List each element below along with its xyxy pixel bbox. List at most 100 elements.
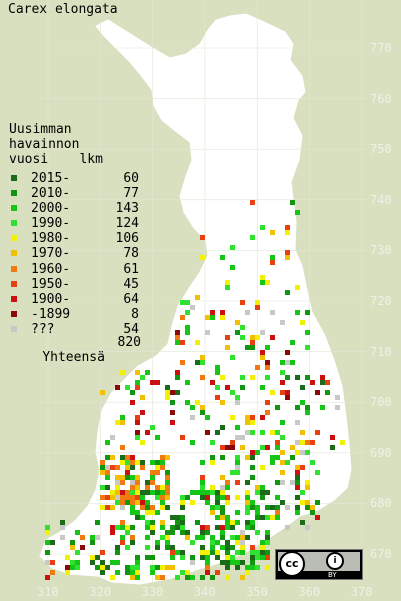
observation-square xyxy=(225,335,230,340)
observation-square xyxy=(220,530,225,535)
observation-square xyxy=(230,535,235,540)
observation-square xyxy=(165,545,170,550)
observation-square xyxy=(80,535,85,540)
observation-square xyxy=(200,410,205,415)
observation-square xyxy=(305,480,310,485)
observation-square xyxy=(135,560,140,565)
observation-square xyxy=(295,505,300,510)
observation-square xyxy=(220,495,225,500)
observation-square xyxy=(145,535,150,540)
observation-square xyxy=(330,435,335,440)
observation-square xyxy=(240,540,245,545)
observation-square xyxy=(240,300,245,305)
observation-square xyxy=(110,560,115,565)
observation-square xyxy=(200,530,205,535)
observation-square xyxy=(150,520,155,525)
observation-square xyxy=(205,490,210,495)
observation-square xyxy=(240,530,245,535)
observation-square xyxy=(300,465,305,470)
observation-square xyxy=(135,475,140,480)
cc-by-license-badge[interactable]: cc i BY xyxy=(275,549,363,580)
observation-square xyxy=(310,440,315,445)
observation-square xyxy=(175,515,180,520)
observation-square xyxy=(300,440,305,445)
observation-square xyxy=(150,475,155,480)
observation-square xyxy=(155,510,160,515)
observation-square xyxy=(210,510,215,515)
observation-square xyxy=(95,555,100,560)
observation-square xyxy=(190,440,195,445)
observation-square xyxy=(225,480,230,485)
observation-square xyxy=(220,545,225,550)
observation-square xyxy=(205,415,210,420)
observation-square xyxy=(170,530,175,535)
observation-square xyxy=(125,570,130,575)
legend-swatch xyxy=(11,175,17,181)
observation-square xyxy=(255,485,260,490)
observation-square xyxy=(180,500,185,505)
observation-square xyxy=(215,430,220,435)
observation-square xyxy=(155,565,160,570)
observation-square xyxy=(215,515,220,520)
observation-square xyxy=(195,520,200,525)
observation-square xyxy=(125,465,130,470)
observation-square xyxy=(130,500,135,505)
observation-square xyxy=(275,505,280,510)
observation-square xyxy=(125,455,130,460)
observation-square xyxy=(250,340,255,345)
observation-square xyxy=(280,470,285,475)
observation-square xyxy=(230,265,235,270)
observation-square xyxy=(255,365,260,370)
cc-icon: cc xyxy=(279,551,305,577)
observation-square xyxy=(150,380,155,385)
legend-count: 61 xyxy=(123,261,139,277)
observation-square xyxy=(115,475,120,480)
observation-square xyxy=(250,345,255,350)
observation-square xyxy=(270,260,275,265)
legend-swatch xyxy=(11,265,17,272)
observation-square xyxy=(250,560,255,565)
observation-square xyxy=(150,470,155,475)
y-axis-label: 670 xyxy=(370,547,392,561)
observation-square xyxy=(180,515,185,520)
observation-square xyxy=(110,490,115,495)
observation-square xyxy=(245,535,250,540)
y-axis-label: 700 xyxy=(370,395,392,410)
observation-square xyxy=(160,500,165,505)
observation-square xyxy=(285,360,290,365)
observation-square xyxy=(265,365,270,370)
observation-square xyxy=(300,490,305,495)
observation-square xyxy=(160,490,165,495)
observation-square xyxy=(230,440,235,445)
observation-square xyxy=(305,525,310,530)
observation-square xyxy=(215,555,220,560)
observation-square xyxy=(200,490,205,495)
observation-square xyxy=(245,345,250,350)
observation-square xyxy=(305,440,310,445)
legend-heading: Uusimman havainnon vuosi lkm xyxy=(9,122,103,167)
observation-square xyxy=(215,550,220,555)
observation-square xyxy=(220,515,225,520)
observation-square xyxy=(45,550,50,555)
observation-square xyxy=(305,310,310,315)
observation-square xyxy=(160,520,165,525)
observation-square xyxy=(220,375,225,380)
x-axis-label: 340 xyxy=(193,585,216,599)
observation-square xyxy=(210,490,215,495)
observation-square xyxy=(175,370,180,375)
observation-square xyxy=(280,380,285,385)
observation-square xyxy=(240,335,245,340)
observation-square xyxy=(220,425,225,430)
observation-square xyxy=(140,410,145,415)
y-axis-label: 750 xyxy=(370,142,392,157)
observation-square xyxy=(65,565,70,570)
observation-square xyxy=(60,535,65,540)
observation-square xyxy=(240,560,245,565)
observation-square xyxy=(175,330,180,335)
observation-square xyxy=(255,305,260,310)
observation-square xyxy=(135,370,140,375)
observation-square xyxy=(295,510,300,515)
observation-square xyxy=(115,495,120,500)
observation-square xyxy=(70,540,75,545)
observation-square xyxy=(135,430,140,435)
